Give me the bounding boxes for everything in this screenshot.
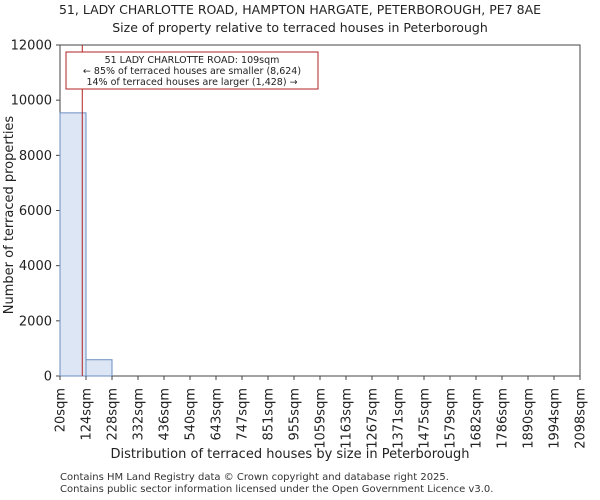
x-tick-label: 228sqm (106, 388, 121, 441)
bar (85, 359, 113, 377)
x-tick-label: 124sqm (80, 388, 95, 441)
y-axis-title: Number of terraced properties (2, 116, 17, 315)
y-tick-label: 8000 (19, 149, 52, 164)
x-tick-label: 436sqm (158, 388, 173, 441)
annotation-line: 14% of terraced houses are larger (1,428… (86, 77, 297, 88)
x-tick-label: 540sqm (184, 388, 199, 441)
annotation-box (65, 51, 319, 90)
x-axis-title: Distribution of terraced houses by size … (111, 447, 470, 462)
x-tick-label: 851sqm (262, 388, 277, 441)
x-tick-label: 332sqm (132, 388, 147, 441)
bar (59, 112, 87, 377)
x-tick-label: 1371sqm (392, 388, 407, 449)
x-tick-label: 747sqm (236, 388, 251, 441)
footer: Contains HM Land Registry data © Crown c… (60, 472, 493, 496)
x-tick-label: 20sqm (54, 388, 69, 432)
y-tick-label: 6000 (19, 204, 52, 219)
footer-line-2: Contains public sector information licen… (60, 484, 494, 495)
annotation-line: 51 LADY CHARLOTTE ROAD: 109sqm (105, 55, 280, 66)
x-tick-label: 1786sqm (496, 388, 511, 449)
y-tick-label: 10000 (11, 94, 52, 109)
plot-frame (59, 44, 581, 377)
footer-line-1: Contains HM Land Registry data © Crown c… (60, 472, 449, 483)
plot-area: 0 2000 4000 6000 8000 10000 12000 20sqm 124sqm 22… (11, 39, 589, 449)
x-tick-label: 1890sqm (522, 388, 537, 449)
y-tick-label: 12000 (11, 39, 52, 54)
chart-subtitle: Size of property relative to terraced ho… (112, 20, 488, 35)
chart-title: 51, LADY CHARLOTTE ROAD, HAMPTON HARGATE… (59, 2, 541, 17)
x-tick-label: 2098sqm (574, 388, 589, 449)
x-tick-label: 1682sqm (470, 388, 485, 449)
x-tick-label: 1163sqm (340, 388, 355, 449)
x-tick-label: 955sqm (288, 388, 303, 441)
y-tick-label: 0 (44, 370, 52, 385)
y-tick-label: 4000 (19, 259, 52, 274)
annotation-line: ← 85% of terraced houses are smaller (8,… (83, 66, 301, 77)
x-tick-label: 643sqm (210, 388, 225, 441)
x-tick-label: 1059sqm (314, 388, 329, 449)
x-tick-label: 1994sqm (548, 388, 563, 449)
x-tick-label: 1475sqm (418, 388, 433, 449)
x-tick-label: 1267sqm (366, 388, 381, 449)
y-tick-label: 2000 (19, 314, 52, 329)
x-tick-label: 1579sqm (444, 388, 459, 449)
